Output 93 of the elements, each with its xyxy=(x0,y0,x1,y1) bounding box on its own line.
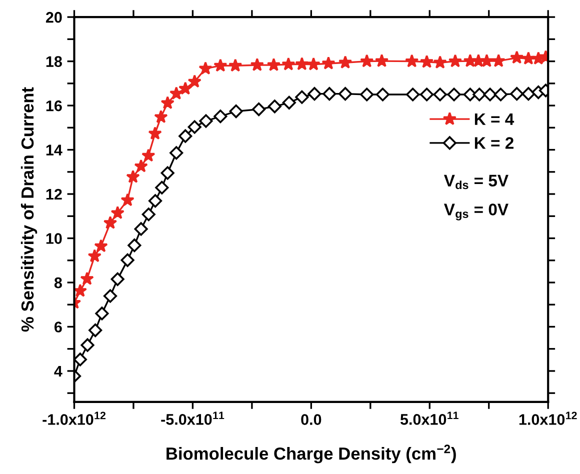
y-tick-label: 6 xyxy=(54,322,62,332)
point xyxy=(420,54,434,68)
y-tick-label: 14 xyxy=(46,144,62,156)
point xyxy=(170,146,184,160)
point xyxy=(110,206,124,220)
point xyxy=(120,193,134,206)
point xyxy=(88,249,102,262)
point xyxy=(142,148,156,162)
point xyxy=(228,58,242,72)
point xyxy=(142,208,156,222)
point xyxy=(494,88,508,102)
point xyxy=(268,100,282,114)
y-tick-label: 8 xyxy=(54,277,62,288)
legend-label: K = 4 xyxy=(474,113,514,125)
point xyxy=(295,57,309,70)
point xyxy=(155,180,169,194)
y-axis-title: % Sensitivity of Drain Current xyxy=(20,87,38,332)
point xyxy=(322,87,336,101)
point xyxy=(522,87,536,101)
point xyxy=(178,129,192,143)
point xyxy=(154,110,168,124)
x-tick-label: -1.0x10$^{12}$ xyxy=(42,412,106,425)
point xyxy=(80,338,94,352)
point xyxy=(447,88,461,102)
point xyxy=(88,323,102,338)
point xyxy=(148,126,162,140)
point xyxy=(306,57,320,70)
point xyxy=(433,88,447,102)
point xyxy=(295,90,309,104)
legend-label: K = 2 xyxy=(474,137,514,149)
point xyxy=(188,120,202,134)
x-tick-label: 0.0 xyxy=(301,414,322,425)
y-tick-label: 4 xyxy=(54,366,62,377)
point xyxy=(120,253,134,267)
point xyxy=(374,54,389,68)
point xyxy=(480,54,494,68)
point xyxy=(510,87,524,101)
y-tick-label: 18 xyxy=(46,56,62,67)
point xyxy=(74,284,88,297)
x-tick-label: 1.0x10$^{12}$ xyxy=(519,412,577,425)
point xyxy=(126,170,140,183)
point xyxy=(80,272,94,285)
point xyxy=(160,166,174,180)
point xyxy=(103,289,118,303)
point xyxy=(338,87,352,101)
point xyxy=(74,352,87,366)
point xyxy=(178,82,192,95)
point xyxy=(199,114,213,128)
point xyxy=(492,54,506,68)
point xyxy=(406,88,420,102)
point xyxy=(214,110,228,124)
point xyxy=(128,238,142,252)
point xyxy=(360,54,374,68)
point xyxy=(94,239,108,252)
point xyxy=(214,58,228,72)
point xyxy=(110,272,124,286)
point xyxy=(472,88,486,102)
point xyxy=(134,159,148,172)
y-tick-label: 16 xyxy=(46,100,62,112)
x-axis-title: Biomolecule Charge Density (cm$^{−2}$) xyxy=(166,444,456,464)
x-tick-label: 5.0x10$^{11}$ xyxy=(400,412,458,425)
point xyxy=(483,88,497,102)
point xyxy=(420,88,434,102)
point xyxy=(282,57,296,70)
point xyxy=(229,104,243,118)
y-tick-label: 20 xyxy=(46,12,62,23)
point xyxy=(322,56,336,70)
point xyxy=(448,54,462,68)
y-tick-label: 12 xyxy=(46,188,62,200)
point xyxy=(266,58,281,72)
point xyxy=(252,102,266,116)
x-tick-label: -5.0x10$^{11}$ xyxy=(161,412,224,425)
point xyxy=(376,88,390,102)
point xyxy=(405,54,419,68)
point xyxy=(433,55,447,69)
point xyxy=(250,58,264,72)
point xyxy=(134,222,148,236)
point xyxy=(522,51,536,65)
point xyxy=(95,306,109,320)
point xyxy=(170,86,184,100)
point xyxy=(510,50,524,64)
y-tick-label: 10 xyxy=(46,233,62,244)
annotation: V$_{gs}$ = 0V xyxy=(444,204,508,220)
point xyxy=(360,88,374,102)
point xyxy=(188,74,202,88)
point xyxy=(338,55,352,69)
point xyxy=(308,87,322,101)
point xyxy=(198,61,212,75)
point xyxy=(148,194,162,208)
point xyxy=(103,216,118,229)
annotation: V$_{ds}$ = 5V xyxy=(444,174,508,190)
point xyxy=(282,96,296,110)
point xyxy=(160,96,174,110)
